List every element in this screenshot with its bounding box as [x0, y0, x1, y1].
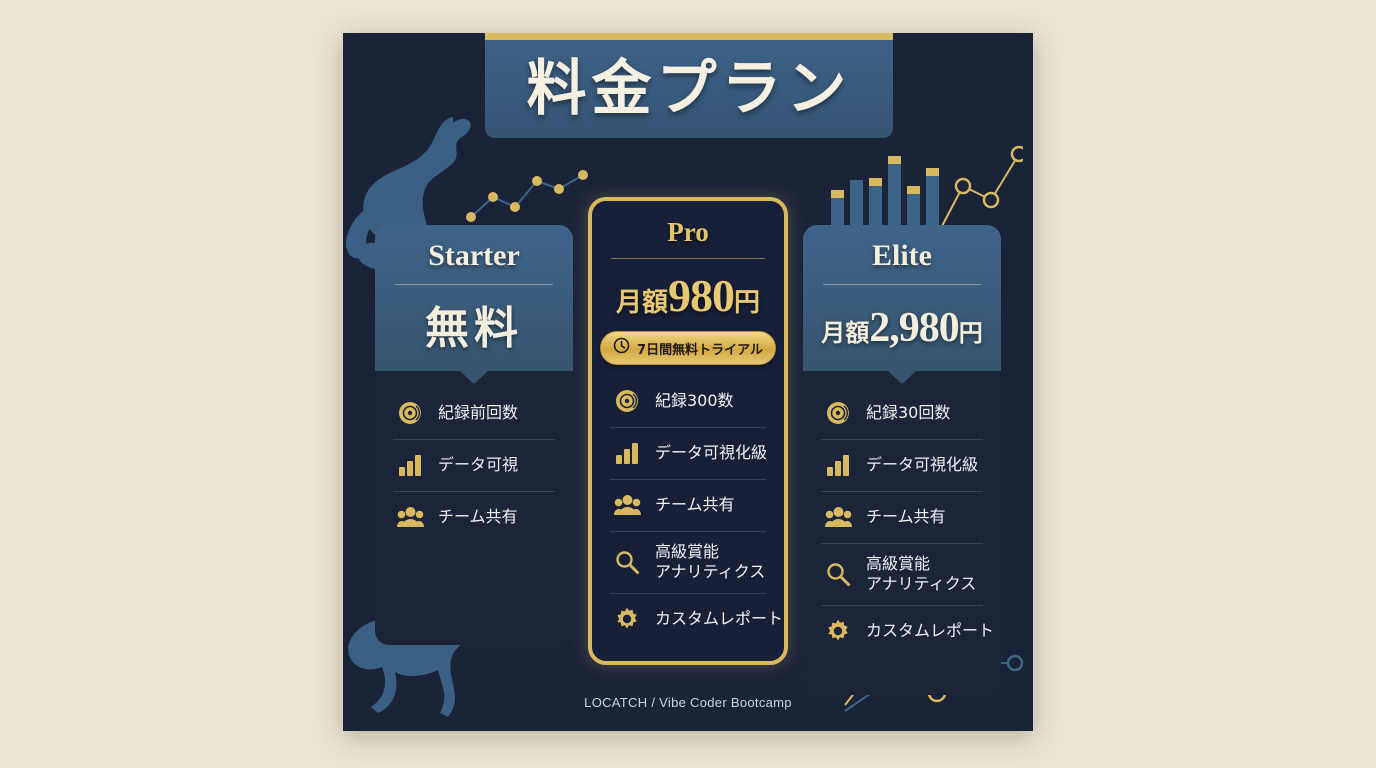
trial-badge-label: 7日間無料トライアル: [637, 342, 763, 358]
price-amount: 無料: [425, 303, 523, 353]
feature-label: 高級賞能 アナリティクス: [866, 554, 977, 593]
feature-label: データ可視化級: [866, 455, 979, 474]
feature-item[interactable]: チーム共有: [803, 491, 1001, 543]
price-suffix: 円: [734, 288, 761, 318]
header-divider: [822, 283, 982, 285]
team-group-icon: [395, 502, 425, 532]
feature-label: チーム共有: [866, 507, 946, 526]
clock-icon: [613, 337, 630, 359]
feature-label: チーム共有: [655, 495, 735, 514]
feature-item[interactable]: 高級賞能 アナリティクス: [803, 543, 1001, 605]
pricing-cards-row: Starter 無料 紀録前回数 データ可視: [343, 177, 1033, 695]
magnifier-icon: [823, 559, 853, 589]
price-amount: 980: [668, 270, 735, 322]
feature-item[interactable]: データ可視化級: [592, 427, 784, 479]
trial-badge[interactable]: 7日間無料トライアル: [600, 331, 776, 366]
gear-icon: [823, 616, 853, 646]
plan-name-pro: Pro: [667, 217, 709, 247]
feature-label: チーム共有: [438, 507, 518, 526]
bar-chart-icon: [823, 450, 853, 480]
plan-header-elite: Elite 月額2,980円: [803, 225, 1001, 384]
price-prefix: 月額: [821, 320, 870, 347]
price-prefix: 月額: [615, 288, 668, 318]
team-group-icon: [823, 502, 853, 532]
plan-price-pro: 月額980円: [592, 273, 784, 319]
price-suffix: 円: [958, 320, 983, 347]
record-disc-icon: [395, 398, 425, 428]
feature-item[interactable]: データ可視: [375, 439, 573, 491]
team-group-icon: [612, 490, 642, 520]
feature-label: カスタムレポート: [866, 621, 995, 640]
header-divider: [394, 283, 554, 285]
feature-label: 紀録前回数: [438, 403, 519, 422]
plan-header-pro: Pro 月額980円 7日間無料トライアル: [592, 201, 784, 369]
bar-chart-icon: [612, 438, 642, 468]
header-divider: [611, 258, 765, 260]
feature-label: 紀録30回数: [866, 403, 951, 422]
feature-item[interactable]: チーム共有: [592, 479, 784, 531]
feature-item[interactable]: 紀録前回数: [375, 387, 573, 439]
feature-label: 高級賞能 アナリティクス: [655, 542, 766, 581]
price-amount: 2,980: [869, 304, 959, 351]
plan-features-starter: 紀録前回数 データ可視 チーム共有: [375, 371, 573, 645]
plan-card-starter[interactable]: Starter 無料 紀録前回数 データ可視: [375, 225, 573, 645]
feature-label: カスタムレポート: [655, 609, 784, 628]
footer-credit: LOCATCH / Vibe Coder Bootcamp: [584, 695, 792, 710]
feature-item[interactable]: カスタムレポート: [592, 593, 784, 645]
plan-header-starter: Starter 無料: [375, 225, 573, 384]
feature-item[interactable]: データ可視化級: [803, 439, 1001, 491]
feature-item[interactable]: 紀録300数: [592, 375, 784, 427]
title-banner: 料金プラン: [485, 33, 893, 138]
plan-name-starter: Starter: [428, 239, 520, 272]
feature-label: データ可視化級: [655, 443, 768, 462]
plan-card-pro[interactable]: Pro 月額980円 7日間無料トライアル 紀録300数: [588, 197, 788, 665]
plan-features-elite: 紀録30回数 データ可視化級 チーム共有: [803, 371, 1001, 695]
plan-card-elite[interactable]: Elite 月額2,980円 紀録30回数 データ可視化級: [803, 225, 1001, 695]
plan-features-pro: 紀録300数 データ可視化級 チーム共有: [592, 369, 784, 659]
page-title: 料金プラン: [526, 56, 852, 122]
gear-icon: [612, 604, 642, 634]
feature-item[interactable]: 高級賞能 アナリティクス: [592, 531, 784, 593]
feature-item[interactable]: 紀録30回数: [803, 387, 1001, 439]
record-disc-icon: [612, 386, 642, 416]
feature-item[interactable]: チーム共有: [375, 491, 573, 543]
poster: 料金プラン Starter 無料 紀録前回数: [343, 33, 1033, 731]
feature-item[interactable]: カスタムレポート: [803, 605, 1001, 657]
bar-chart-icon: [395, 450, 425, 480]
plan-price-starter: 無料: [375, 303, 573, 353]
plan-name-elite: Elite: [872, 239, 932, 272]
record-disc-icon: [823, 398, 853, 428]
plan-price-elite: 月額2,980円: [803, 307, 1001, 349]
feature-label: 紀録300数: [655, 391, 734, 410]
feature-label: データ可視: [438, 455, 519, 474]
magnifier-icon: [612, 547, 642, 577]
